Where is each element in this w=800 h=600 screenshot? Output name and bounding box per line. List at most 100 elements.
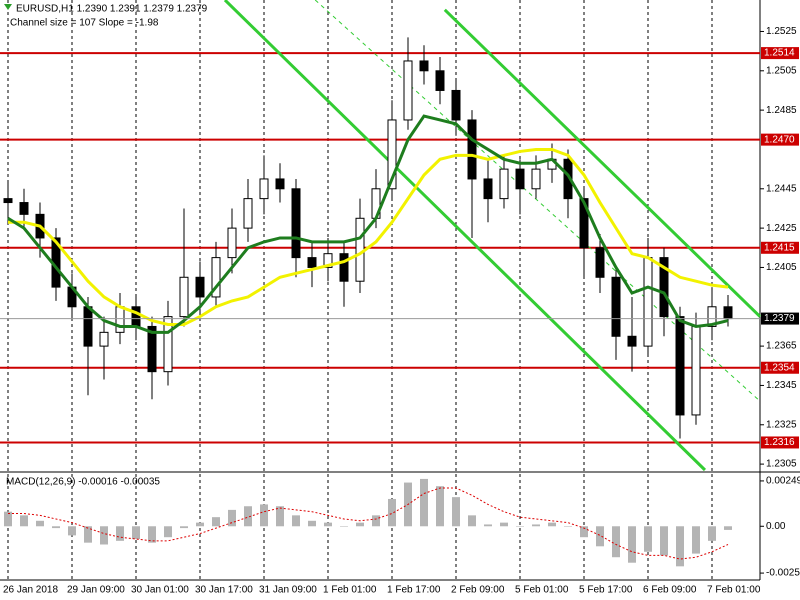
candle-body [211,257,221,298]
macd-bar [628,526,636,563]
level-label-bg [761,133,799,146]
candle-body [227,227,237,259]
macd-bar [372,515,380,527]
candle-body [467,119,477,180]
x-tick-label: 6 Feb 09:00 [643,585,697,596]
macd-bar [52,526,60,529]
level-label: 1.2354 [764,362,795,373]
symbol-info: EURUSD,H1 1.2390 1.2391 1.2379 1.2379 [16,4,208,15]
macd-bar [548,522,556,527]
candle-body [19,202,29,215]
candle-body [515,168,525,190]
candle-body [675,316,685,416]
candle-body [243,198,253,229]
y-tick-label: 1.2445 [766,183,797,194]
candle-body [323,253,333,268]
x-tick-label: 30 Jan 17:00 [195,585,253,596]
level-label-bg [761,241,799,254]
macd-bar [228,509,236,527]
macd-bar [484,524,492,527]
candle-body [387,119,397,190]
macd-bar [308,520,316,527]
macd-bar [724,526,732,530]
candle-body [643,257,653,347]
candle-body [291,188,301,259]
macd-bar [580,526,588,538]
macd-bar [324,522,332,527]
y-tick-label: 1.2505 [766,65,797,76]
macd-y-tick-label: 0.00 [766,521,786,532]
macd-bar [420,478,428,527]
macd-bar [244,506,252,527]
level-label-bg [761,361,799,374]
y-tick-label: 1.2525 [766,26,797,37]
macd-bar [68,526,76,536]
macd-bar [388,498,396,527]
x-tick-label: 1 Feb 17:00 [387,585,441,596]
channel-line [223,0,707,472]
macd-bar [660,526,668,556]
y-tick-label: 1.2485 [766,105,797,116]
macd-bar [644,526,652,552]
candle-body [611,276,621,337]
macd-bar [676,526,684,567]
macd-bar [516,526,524,527]
level-label: 1.2514 [764,48,795,59]
candle-body [339,253,349,282]
candle-body [275,178,285,190]
macd-bar [196,522,204,527]
level-label-bg [761,436,799,449]
channel-line [314,0,761,402]
candle-body [419,60,429,72]
candle-body [195,276,205,298]
candle-body [659,257,669,318]
x-tick-label: 7 Feb 01:00 [707,585,761,596]
macd-bar [4,511,12,527]
current-price-label: 1.2379 [764,313,795,324]
moving-average [8,147,729,326]
macd-bar [164,526,172,538]
macd-bar [100,526,108,545]
candle-body [99,331,109,347]
candle-body [451,89,461,121]
level-label-bg [761,47,799,60]
candle-body [595,247,605,278]
macd-signal [8,487,729,560]
x-tick-label: 29 Jan 09:00 [67,585,125,596]
y-tick-label: 1.2365 [766,341,797,352]
macd-bar [260,504,268,527]
current-price-bg [761,312,799,325]
candle-body [627,335,637,347]
macd-bar [452,497,460,527]
candle-body [163,316,173,373]
y-tick-label: 1.2345 [766,380,797,391]
candle-body [83,306,93,347]
candle-body [483,178,493,200]
candle-body [435,70,445,91]
macd-bar [564,526,572,527]
y-tick-label: 1.2305 [766,459,797,470]
macd-bar [500,522,508,527]
candle-body [115,306,125,333]
candle-body [691,325,701,416]
candle-body [3,198,13,204]
symbol-icon [4,4,12,10]
macd-bar [708,526,716,541]
x-tick-label: 30 Jan 01:00 [131,585,189,596]
channel-line [443,8,762,318]
macd-bar [84,526,92,543]
candle-body [355,217,365,282]
candle-body [259,178,269,200]
candle-body [403,60,413,121]
level-label: 1.2316 [764,437,795,448]
y-tick-label: 1.2405 [766,262,797,273]
candle-body [579,198,589,249]
candle-body [147,325,157,373]
macd-bar [532,524,540,527]
candle-body [723,306,733,320]
macd-bar [148,526,156,543]
x-tick-label: 5 Feb 01:00 [515,585,569,596]
y-tick-label: 1.2325 [766,419,797,430]
